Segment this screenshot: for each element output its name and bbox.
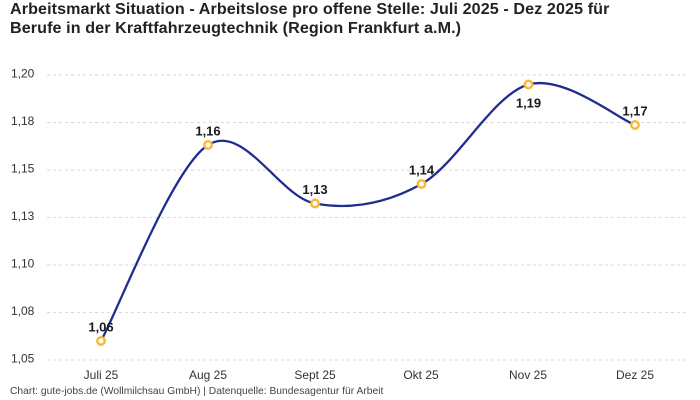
svg-text:1,17: 1,17	[622, 104, 647, 119]
svg-text:Okt 25: Okt 25	[403, 368, 439, 382]
svg-text:1,08: 1,08	[11, 304, 35, 318]
svg-text:1,13: 1,13	[302, 182, 327, 197]
svg-text:Sept 25: Sept 25	[294, 368, 336, 382]
svg-text:Nov 25: Nov 25	[509, 368, 547, 382]
svg-text:1,20: 1,20	[11, 66, 35, 80]
svg-text:Aug 25: Aug 25	[189, 368, 227, 382]
svg-text:Dez 25: Dez 25	[616, 368, 654, 382]
svg-text:1,14: 1,14	[409, 163, 435, 178]
svg-text:1,05: 1,05	[11, 351, 35, 365]
svg-text:1,06: 1,06	[88, 320, 113, 335]
svg-text:1,10: 1,10	[11, 256, 35, 270]
svg-text:1,19: 1,19	[516, 96, 541, 111]
svg-text:Juli 25: Juli 25	[84, 368, 119, 382]
svg-text:1,13: 1,13	[11, 209, 35, 223]
svg-text:1,18: 1,18	[11, 114, 35, 128]
svg-text:1,16: 1,16	[195, 124, 220, 139]
svg-text:1,15: 1,15	[11, 161, 35, 175]
